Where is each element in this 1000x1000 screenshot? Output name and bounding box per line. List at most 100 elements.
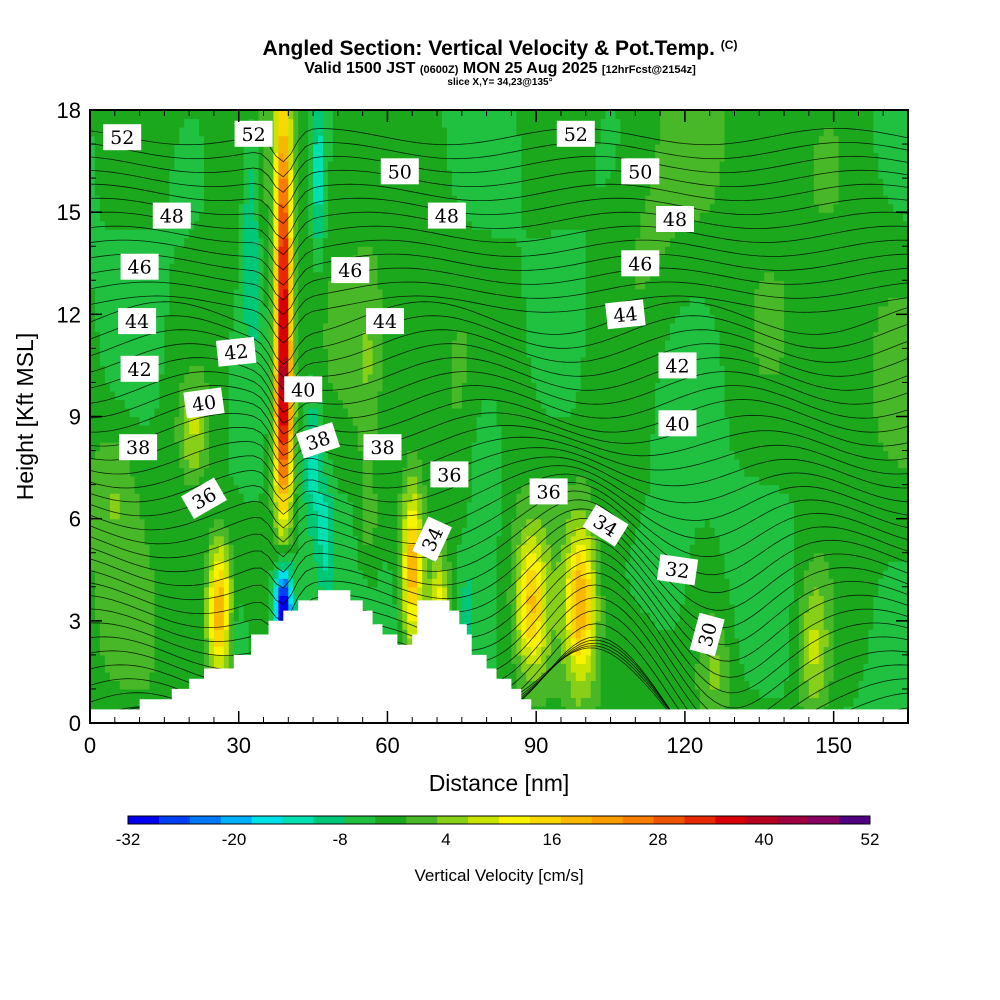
field-cell xyxy=(228,450,235,460)
field-cell xyxy=(169,365,175,375)
field-cell xyxy=(169,467,175,477)
field-cell xyxy=(253,305,260,315)
field-cell xyxy=(397,467,403,477)
field-cell xyxy=(99,612,106,622)
field-cell xyxy=(268,348,275,358)
field-cell xyxy=(194,663,200,673)
field-cell xyxy=(179,680,185,690)
field-cell xyxy=(204,663,210,673)
field-cell xyxy=(233,467,240,477)
field-cell xyxy=(407,127,413,137)
field-cell xyxy=(397,501,403,511)
field-cell xyxy=(263,612,270,622)
field-cell xyxy=(427,331,433,341)
field-cell xyxy=(204,195,210,205)
field-cell xyxy=(104,654,111,664)
field-cell xyxy=(154,135,161,145)
field-cell xyxy=(194,212,200,222)
field-cell xyxy=(342,220,349,230)
field-cell xyxy=(154,407,161,418)
field-cell xyxy=(387,629,394,639)
field-cell xyxy=(427,561,433,571)
field-cell xyxy=(313,271,319,281)
field-cell xyxy=(402,135,408,145)
field-cell xyxy=(377,399,384,409)
field-cell xyxy=(144,237,151,247)
field-cell xyxy=(213,263,220,273)
field-cell xyxy=(422,382,428,392)
field-cell xyxy=(327,110,334,120)
field-cell xyxy=(213,178,220,188)
field-cell xyxy=(104,178,111,188)
field-cell xyxy=(278,144,284,154)
field-cell xyxy=(134,561,141,571)
field-cell xyxy=(204,365,210,375)
field-cell xyxy=(248,186,255,196)
field-cell xyxy=(327,569,334,579)
field-cell xyxy=(337,382,344,392)
field-cell xyxy=(298,407,304,418)
field-cell xyxy=(372,578,379,588)
field-cell xyxy=(144,152,151,162)
field-cell xyxy=(94,476,101,486)
field-cell xyxy=(278,314,284,324)
field-cell xyxy=(199,663,205,673)
field-cell xyxy=(204,569,210,579)
field-cell xyxy=(342,569,349,579)
field-cell xyxy=(208,612,215,622)
field-cell xyxy=(213,535,220,545)
field-cell xyxy=(253,271,260,281)
field-cell xyxy=(169,544,175,554)
field-cell xyxy=(397,152,403,162)
field-cell xyxy=(327,578,334,588)
field-cell xyxy=(332,578,339,588)
field-cell xyxy=(189,186,195,196)
field-cell xyxy=(243,552,250,562)
field-cell xyxy=(208,348,215,358)
field-cell xyxy=(159,305,165,315)
field-cell xyxy=(327,127,334,137)
field-cell xyxy=(258,263,265,273)
field-cell xyxy=(184,373,190,384)
field-cell xyxy=(238,322,245,332)
field-cell xyxy=(124,467,131,477)
field-cell xyxy=(94,280,101,290)
field-cell xyxy=(164,637,170,647)
field-cell xyxy=(303,493,309,503)
field-cell xyxy=(184,654,190,664)
field-cell xyxy=(149,646,156,656)
field-cell xyxy=(114,339,121,349)
field-cell xyxy=(283,416,289,426)
field-cell xyxy=(412,425,418,435)
field-cell xyxy=(347,110,354,120)
field-cell xyxy=(243,186,250,196)
field-cell xyxy=(263,271,270,281)
field-cell xyxy=(303,467,309,477)
field-cell xyxy=(258,586,265,596)
field-cell xyxy=(134,612,141,622)
field-cell xyxy=(144,425,151,435)
field-cell xyxy=(402,552,408,562)
field-cell xyxy=(268,271,275,281)
field-cell xyxy=(253,314,260,324)
field-cell xyxy=(377,569,384,579)
field-cell xyxy=(238,169,245,179)
field-cell xyxy=(298,144,304,154)
field-cell xyxy=(179,603,185,613)
field-cell xyxy=(154,161,161,171)
field-cell xyxy=(273,195,279,205)
field-cell xyxy=(189,544,195,554)
field-cell xyxy=(134,671,141,682)
field-cell xyxy=(278,127,284,137)
field-cell xyxy=(154,603,161,613)
field-cell xyxy=(253,629,260,639)
field-cell xyxy=(238,501,245,511)
field-cell xyxy=(243,161,250,171)
field-cell xyxy=(263,331,270,341)
field-cell xyxy=(159,586,165,596)
field-cell xyxy=(213,561,220,571)
field-cell xyxy=(159,459,165,469)
field-cell xyxy=(342,348,349,358)
field-cell xyxy=(223,195,230,205)
field-cell xyxy=(278,288,284,298)
